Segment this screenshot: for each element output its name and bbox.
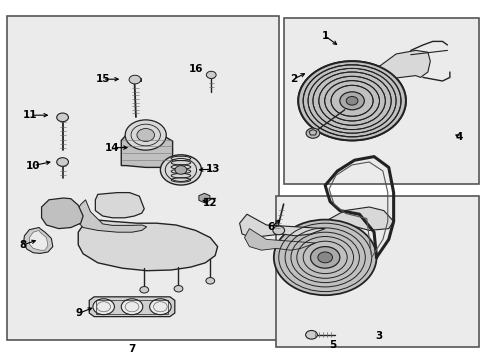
Circle shape <box>57 113 68 122</box>
Circle shape <box>206 71 216 78</box>
Circle shape <box>205 278 214 284</box>
Polygon shape <box>76 200 146 232</box>
Circle shape <box>298 61 405 140</box>
Circle shape <box>310 247 339 268</box>
Bar <box>96 300 168 314</box>
Circle shape <box>149 299 171 315</box>
Circle shape <box>93 299 114 315</box>
Circle shape <box>175 166 186 174</box>
Polygon shape <box>308 130 316 135</box>
Circle shape <box>121 299 142 315</box>
Circle shape <box>305 128 319 138</box>
Polygon shape <box>239 214 325 238</box>
Circle shape <box>339 92 364 110</box>
Polygon shape <box>315 207 393 257</box>
Text: 3: 3 <box>375 330 382 341</box>
Text: 4: 4 <box>455 132 463 142</box>
Circle shape <box>129 75 141 84</box>
Circle shape <box>97 302 110 312</box>
Polygon shape <box>244 229 315 250</box>
Circle shape <box>174 285 183 292</box>
Text: 16: 16 <box>188 64 203 74</box>
Text: 8: 8 <box>20 240 27 250</box>
Polygon shape <box>89 297 175 317</box>
Bar <box>283 18 478 184</box>
Circle shape <box>137 129 154 141</box>
Circle shape <box>305 330 317 339</box>
Circle shape <box>273 220 376 295</box>
Circle shape <box>125 302 139 312</box>
Text: 5: 5 <box>328 340 335 350</box>
Polygon shape <box>23 228 53 253</box>
Bar <box>276 196 478 347</box>
Circle shape <box>153 302 167 312</box>
Polygon shape <box>95 193 144 218</box>
Polygon shape <box>41 198 83 229</box>
Circle shape <box>317 252 332 263</box>
Circle shape <box>57 158 68 166</box>
Bar <box>7 16 278 340</box>
Circle shape <box>298 61 405 140</box>
Polygon shape <box>129 78 141 81</box>
Text: 9: 9 <box>76 308 82 318</box>
Text: 11: 11 <box>23 110 38 120</box>
Text: 1: 1 <box>321 31 328 41</box>
Text: 15: 15 <box>95 74 110 84</box>
Polygon shape <box>121 135 172 167</box>
Circle shape <box>140 287 148 293</box>
Text: 6: 6 <box>267 222 274 232</box>
Text: 14: 14 <box>105 143 120 153</box>
Text: 10: 10 <box>26 161 41 171</box>
Text: 12: 12 <box>203 198 217 208</box>
Circle shape <box>125 120 166 150</box>
Text: 7: 7 <box>128 344 136 354</box>
Polygon shape <box>199 193 209 203</box>
Polygon shape <box>29 230 48 250</box>
Circle shape <box>160 155 201 185</box>
Polygon shape <box>78 220 217 271</box>
Text: 13: 13 <box>205 164 220 174</box>
Circle shape <box>272 226 284 235</box>
Polygon shape <box>366 50 429 79</box>
Circle shape <box>346 96 357 105</box>
Text: 2: 2 <box>289 74 296 84</box>
